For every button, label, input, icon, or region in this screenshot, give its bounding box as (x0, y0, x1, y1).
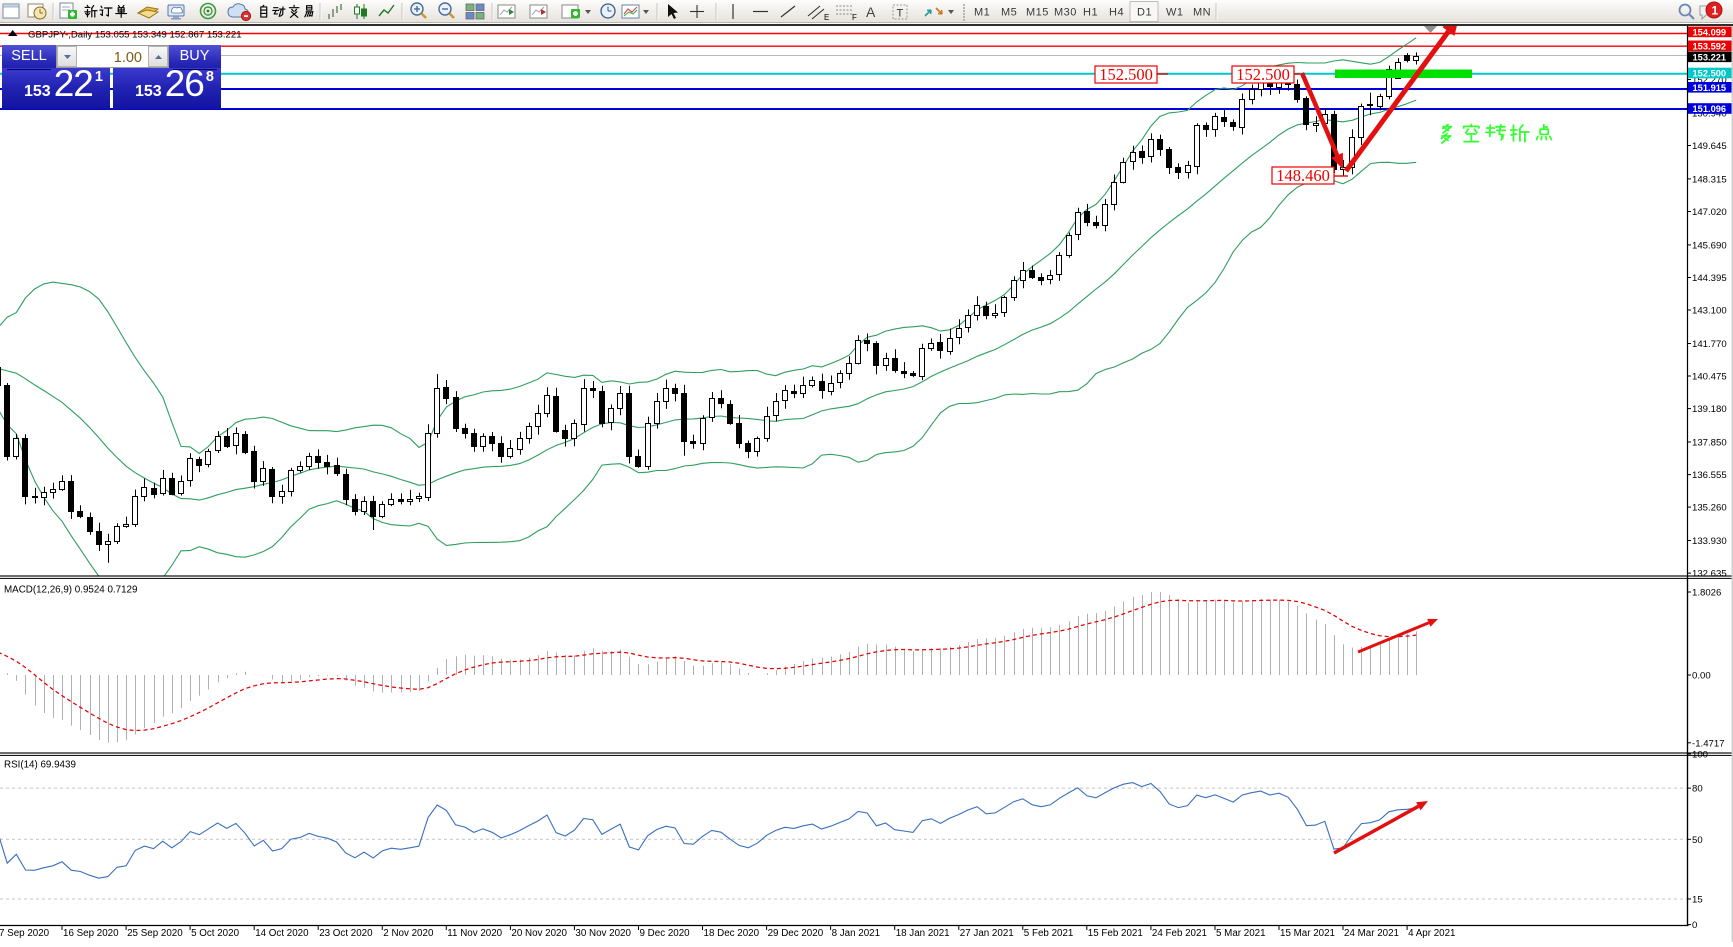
svg-text:0.00: 0.00 (1692, 671, 1711, 682)
svg-text:16 Sep 2020: 16 Sep 2020 (63, 928, 119, 939)
svg-text:11 Nov 2020: 11 Nov 2020 (447, 928, 502, 939)
svg-text:A: A (866, 4, 876, 20)
svg-text:5 Mar 2021: 5 Mar 2021 (1216, 928, 1266, 939)
svg-text:M5: M5 (1001, 7, 1017, 19)
svg-text:50: 50 (1692, 835, 1703, 846)
svg-text:M30: M30 (1054, 7, 1077, 19)
svg-text:20 Nov 2020: 20 Nov 2020 (511, 928, 567, 939)
svg-text:136.555: 136.555 (1692, 470, 1727, 481)
svg-text:149.645: 149.645 (1692, 141, 1727, 152)
svg-text:2 Nov 2020: 2 Nov 2020 (383, 928, 434, 939)
svg-text:8 Jan 2021: 8 Jan 2021 (832, 928, 880, 939)
svg-text:29 Dec 2020: 29 Dec 2020 (768, 928, 824, 939)
svg-text:H1: H1 (1083, 7, 1098, 19)
svg-text:W1: W1 (1166, 7, 1184, 19)
svg-text:0: 0 (1692, 920, 1697, 931)
svg-text:1.8026: 1.8026 (1692, 588, 1721, 599)
svg-text:7 Sep 2020: 7 Sep 2020 (0, 928, 50, 939)
svg-text:15 Feb 2021: 15 Feb 2021 (1088, 928, 1143, 939)
svg-text:24 Feb 2021: 24 Feb 2021 (1152, 928, 1207, 939)
svg-text:137.850: 137.850 (1692, 438, 1727, 449)
svg-text:100: 100 (1692, 750, 1708, 761)
svg-text:24 Mar 2021: 24 Mar 2021 (1344, 928, 1399, 939)
svg-text:18 Dec 2020: 18 Dec 2020 (704, 928, 760, 939)
svg-text:133.930: 133.930 (1692, 536, 1727, 547)
svg-text:23 Oct 2020: 23 Oct 2020 (319, 928, 373, 939)
svg-text:4 Apr 2021: 4 Apr 2021 (1408, 928, 1455, 939)
svg-text:153.592: 153.592 (1693, 41, 1727, 51)
svg-text:144.395: 144.395 (1692, 273, 1727, 284)
svg-text:30 Nov 2020: 30 Nov 2020 (575, 928, 631, 939)
svg-text:M1: M1 (974, 7, 990, 19)
svg-text:80: 80 (1692, 784, 1703, 795)
svg-text:141.770: 141.770 (1692, 339, 1727, 350)
svg-text:140.475: 140.475 (1692, 372, 1727, 383)
svg-text:1: 1 (1712, 4, 1719, 18)
svg-text:143.100: 143.100 (1692, 306, 1727, 317)
svg-text:27 Jan 2021: 27 Jan 2021 (960, 928, 1014, 939)
svg-text:T: T (897, 8, 904, 20)
svg-text:132.635: 132.635 (1692, 569, 1727, 580)
svg-text:154.099: 154.099 (1693, 28, 1727, 38)
svg-text:D1: D1 (1137, 7, 1152, 19)
svg-text:153.221: 153.221 (1693, 52, 1727, 62)
svg-text:E: E (824, 13, 829, 22)
svg-text:MN: MN (1193, 7, 1211, 19)
svg-text:152.500: 152.500 (1099, 65, 1153, 84)
svg-text:15 Mar 2021: 15 Mar 2021 (1280, 928, 1335, 939)
svg-text:9 Dec 2020: 9 Dec 2020 (640, 928, 691, 939)
svg-text:14 Oct 2020: 14 Oct 2020 (255, 928, 309, 939)
svg-text:147.020: 147.020 (1692, 207, 1727, 218)
svg-text:152.500: 152.500 (1693, 69, 1727, 79)
svg-text:18 Jan 2021: 18 Jan 2021 (896, 928, 950, 939)
svg-text:145.690: 145.690 (1692, 241, 1727, 252)
svg-text:H4: H4 (1109, 7, 1124, 19)
svg-text:-1.4717: -1.4717 (1692, 738, 1725, 749)
svg-text:151.096: 151.096 (1693, 104, 1727, 114)
svg-text:151.915: 151.915 (1693, 83, 1727, 93)
svg-text:148.460: 148.460 (1276, 166, 1330, 185)
svg-text:RSI(14) 69.9439: RSI(14) 69.9439 (4, 760, 76, 771)
svg-text:25 Sep 2020: 25 Sep 2020 (127, 928, 183, 939)
svg-text:GBPJPY-,Daily 153.055 153.349: GBPJPY-,Daily 153.055 153.349 152.867 15… (28, 30, 242, 41)
svg-text:5 Feb 2021: 5 Feb 2021 (1024, 928, 1074, 939)
svg-text:MACD(12,26,9) 0.9524 0.7129: MACD(12,26,9) 0.9524 0.7129 (4, 585, 137, 596)
svg-text:148.315: 148.315 (1692, 175, 1727, 186)
svg-text:M15: M15 (1026, 7, 1049, 19)
svg-text:139.180: 139.180 (1692, 404, 1727, 415)
svg-text:15: 15 (1692, 895, 1703, 906)
svg-text:135.260: 135.260 (1692, 503, 1727, 514)
svg-text:5 Oct 2020: 5 Oct 2020 (191, 928, 239, 939)
svg-text:F: F (852, 13, 857, 22)
svg-text:152.500: 152.500 (1236, 65, 1290, 84)
